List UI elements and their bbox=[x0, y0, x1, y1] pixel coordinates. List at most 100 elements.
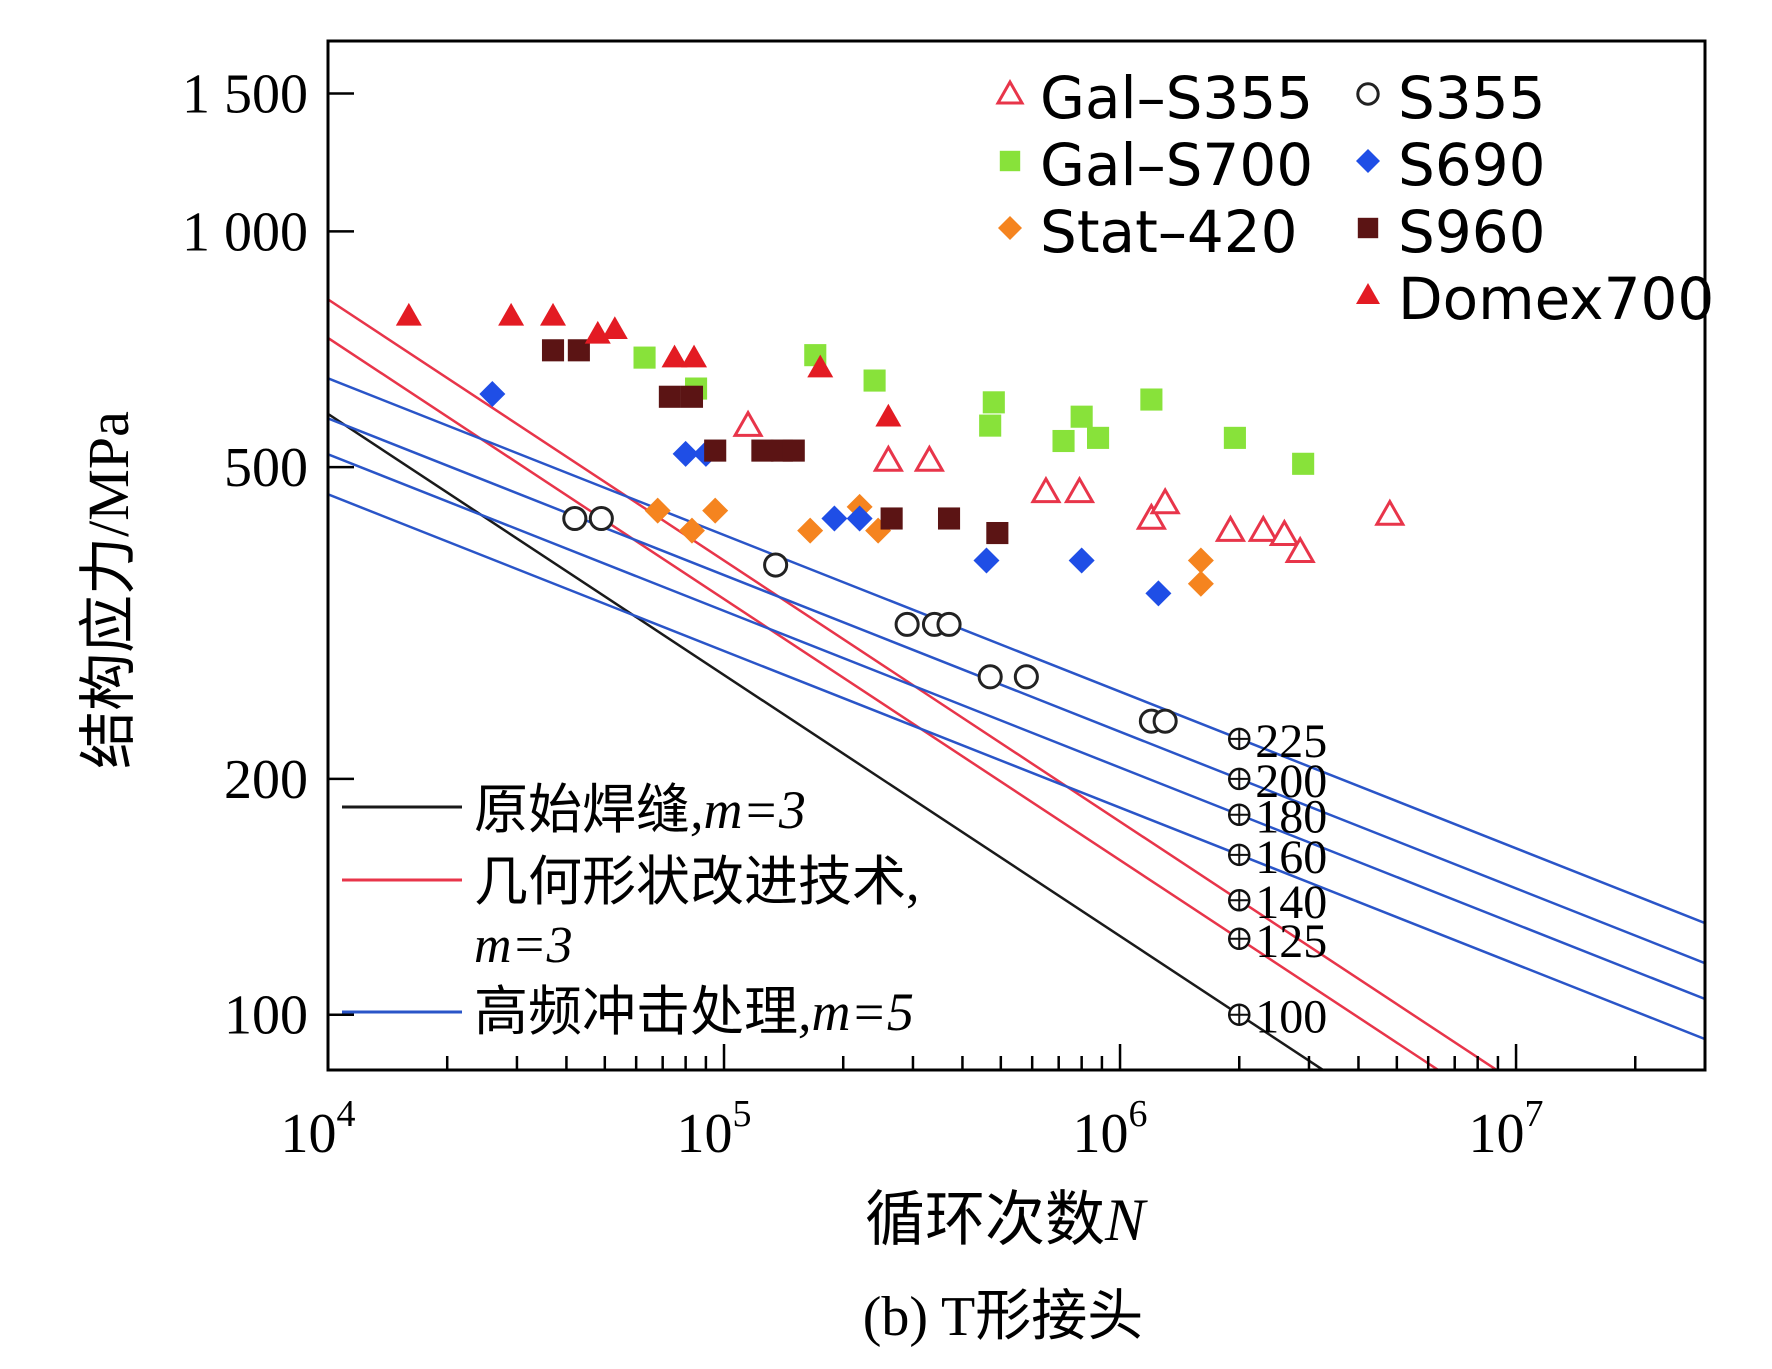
legend-item-gal-s700: Gal–S700 bbox=[999, 131, 1313, 199]
series-s960 bbox=[541, 339, 1009, 545]
data-point-s690 bbox=[821, 505, 848, 532]
legend-marker-gal-s355 bbox=[995, 78, 1025, 105]
chart-subtitle: (b) T形接头 bbox=[863, 1286, 1144, 1348]
legend-label-s960: S960 bbox=[1398, 198, 1546, 266]
legend-item-stat-420: Stat–420 bbox=[998, 198, 1298, 266]
legend-line-original-label: 原始焊缝,m=3 bbox=[474, 780, 806, 840]
fat-label: 200 bbox=[1255, 755, 1327, 808]
fat-label: 140 bbox=[1255, 876, 1327, 929]
series-domex700 bbox=[395, 302, 902, 427]
data-point-s355 bbox=[1152, 708, 1178, 734]
y-axis-label: 结构应力/MPa bbox=[76, 411, 141, 769]
legend-item-domex700: Domex700 bbox=[1356, 265, 1714, 333]
data-point-s960 bbox=[751, 439, 774, 462]
series-gal-s355 bbox=[732, 409, 1406, 563]
data-point-gal-s355 bbox=[913, 444, 945, 472]
x-tick-label: 104 bbox=[281, 1093, 356, 1165]
data-point-gal-s355 bbox=[1063, 475, 1096, 504]
series-s690 bbox=[479, 381, 1172, 607]
data-point-gal-s355 bbox=[1214, 514, 1247, 542]
data-point-gal-s700 bbox=[633, 346, 656, 369]
data-point-gal-s700 bbox=[863, 369, 886, 392]
data-point-gal-s355 bbox=[1149, 487, 1181, 515]
legend-line-geometry-param: m=3 bbox=[474, 917, 573, 974]
data-point-gal-s700 bbox=[1223, 426, 1246, 449]
data-point-stat-420 bbox=[644, 497, 671, 524]
legend-item-s960: S960 bbox=[1357, 198, 1546, 266]
data-point-s960 bbox=[680, 385, 704, 408]
data-point-s690 bbox=[1145, 580, 1172, 607]
data-point-gal-s355 bbox=[1268, 518, 1300, 546]
legend-item-gal-s355: Gal–S355 bbox=[995, 64, 1313, 132]
legend-label-domex700: Domex700 bbox=[1398, 265, 1714, 333]
data-point-s690 bbox=[1068, 547, 1095, 574]
data-point-gal-s355 bbox=[1284, 535, 1316, 563]
fat-label: 160 bbox=[1255, 831, 1327, 884]
data-point-s960 bbox=[704, 439, 727, 462]
design-lines bbox=[328, 298, 1705, 1070]
data-point-s960 bbox=[986, 521, 1009, 545]
data-point-gal-s355 bbox=[1247, 514, 1279, 542]
data-point-stat-420 bbox=[1187, 570, 1214, 597]
data-point-domex700 bbox=[807, 354, 834, 378]
line-legend: 原始焊缝,m=3 几何形状改进技术, m=3 高频冲击处理,m=5 bbox=[342, 780, 920, 1042]
legend-marker-s355 bbox=[1356, 82, 1380, 106]
data-point-stat-420 bbox=[1187, 547, 1214, 574]
design-line-fat-180 bbox=[328, 453, 1705, 1001]
y-tick-label: 1 000 bbox=[182, 201, 308, 263]
legend-label-s355: S355 bbox=[1398, 64, 1546, 132]
legend-marker-gal-s700 bbox=[999, 150, 1021, 172]
fat-label: 100 bbox=[1255, 991, 1327, 1044]
series-s355 bbox=[562, 505, 1178, 734]
x-axis-label: 循环次数N bbox=[865, 1187, 1148, 1253]
design-line-fat-140 bbox=[328, 298, 1499, 1070]
legend-label-gal-s700: Gal–S700 bbox=[1040, 131, 1313, 199]
data-point-s960 bbox=[658, 385, 681, 408]
x-tick-label: 106 bbox=[1073, 1093, 1148, 1165]
data-point-s960 bbox=[782, 439, 805, 462]
axis-ticks: 104 105 106 107 100 200 500 1 000 1 500 bbox=[182, 63, 1707, 1165]
data-point-s690 bbox=[479, 381, 506, 408]
data-point-s355 bbox=[936, 611, 962, 637]
data-point-stat-420 bbox=[702, 497, 729, 524]
y-tick-label: 1 500 bbox=[182, 63, 308, 125]
data-point-gal-s355 bbox=[1374, 498, 1406, 526]
legend-label-gal-s355: Gal–S355 bbox=[1040, 64, 1313, 132]
data-point-domex700 bbox=[601, 316, 628, 339]
data-point-domex700 bbox=[875, 403, 902, 427]
legend-marker-domex700 bbox=[1356, 283, 1380, 304]
design-line-fat-200 bbox=[328, 417, 1705, 965]
data-point-gal-s700 bbox=[1086, 426, 1110, 449]
legend-item-s690: S690 bbox=[1356, 131, 1546, 199]
data-point-stat-420 bbox=[797, 517, 824, 544]
data-point-s960 bbox=[541, 339, 565, 362]
data-point-gal-s700 bbox=[1292, 452, 1315, 475]
plot-frame bbox=[326, 39, 1707, 1072]
design-line-fat-225 bbox=[328, 377, 1705, 925]
data-point-s355 bbox=[763, 552, 789, 578]
x-tick-label: 107 bbox=[1469, 1093, 1544, 1165]
data-point-domex700 bbox=[540, 302, 567, 326]
legend-line-hfmi-label: 高频冲击处理,m=5 bbox=[474, 982, 914, 1042]
data-point-domex700 bbox=[681, 344, 708, 368]
y-tick-label: 100 bbox=[224, 985, 308, 1047]
data-point-gal-s700 bbox=[979, 414, 1002, 437]
data-point-s960 bbox=[880, 507, 903, 530]
data-point-s690 bbox=[672, 440, 699, 467]
fat-label: 125 bbox=[1255, 915, 1327, 968]
legend-line-geometry-label: 几何形状改进技术, bbox=[474, 852, 920, 912]
data-point-s355 bbox=[1013, 664, 1039, 690]
data-point-s690 bbox=[973, 547, 1000, 574]
design-line-fat-100 bbox=[328, 412, 1326, 1070]
data-point-s960 bbox=[937, 507, 961, 530]
design-line-fat-125 bbox=[328, 336, 1441, 1070]
data-point-s355 bbox=[562, 505, 588, 532]
fat-label: 225 bbox=[1255, 715, 1327, 768]
x-tick-label: 105 bbox=[677, 1093, 752, 1165]
fat-label: 180 bbox=[1255, 791, 1327, 844]
data-point-gal-s355 bbox=[872, 444, 904, 472]
design-line-fat-160 bbox=[328, 493, 1705, 1041]
data-point-stat-420 bbox=[678, 517, 705, 544]
